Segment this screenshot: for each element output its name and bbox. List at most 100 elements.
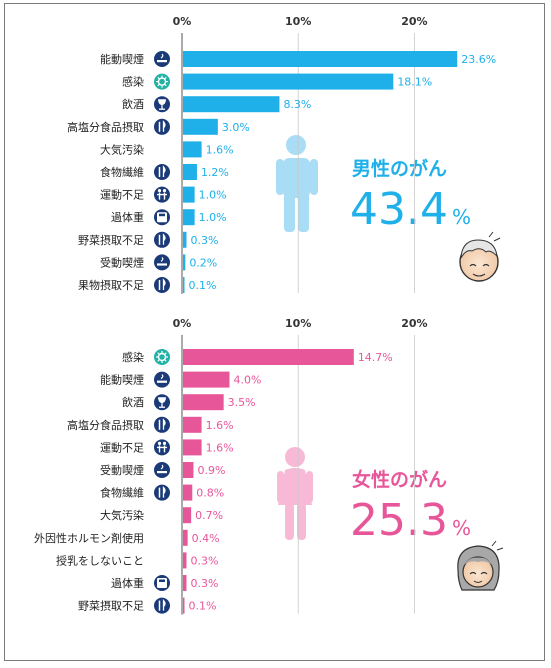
female-figure-icon	[277, 447, 313, 540]
bar	[183, 118, 218, 135]
category-label: 飲酒	[122, 395, 144, 409]
bar	[183, 186, 195, 203]
person-bodies	[157, 445, 167, 453]
knife-shape	[162, 599, 166, 611]
chart-frame	[4, 3, 545, 661]
cigarette-shape	[157, 60, 167, 63]
bar	[183, 73, 394, 90]
cigarette-shape	[157, 263, 167, 266]
smoking-icon	[154, 371, 170, 388]
fork-knife-icon-bg	[154, 277, 170, 293]
smoke-shape	[160, 374, 164, 380]
scale-icon	[154, 209, 170, 226]
value-label: 0.3%	[190, 554, 218, 567]
male-total-value: 43.4	[350, 184, 448, 235]
smoking-icon	[154, 462, 170, 478]
value-label: 8.3%	[283, 98, 311, 111]
value-label: 18.1%	[397, 76, 432, 89]
category-label: 受動喫煙	[100, 255, 144, 269]
person-head	[162, 441, 167, 445]
female-total-unit: %	[452, 516, 471, 540]
category-label: 野菜摂取不足	[78, 233, 144, 247]
virus-icon	[154, 349, 170, 365]
fork-knife-icon-bg	[154, 164, 170, 180]
drink-icon	[154, 96, 170, 113]
fork-knife-icon	[154, 277, 170, 293]
female-title: 女性のがん	[352, 468, 447, 491]
category-label: 能動喫煙	[100, 52, 144, 66]
virus-spike	[164, 76, 167, 80]
value-label: 1.2%	[201, 166, 229, 179]
person-head	[162, 189, 167, 193]
value-label: 0.7%	[195, 509, 223, 522]
glass-bowl	[158, 99, 166, 106]
x-tick-label: 10%	[285, 15, 311, 28]
female-total: 25.3%	[350, 495, 471, 546]
x-tick-label: 10%	[285, 317, 311, 330]
category-label: 受動喫煙	[100, 463, 144, 477]
running-icon	[154, 439, 170, 456]
x-tick-label: 20%	[401, 317, 427, 330]
bar	[183, 575, 187, 591]
category-label: 感染	[122, 75, 144, 89]
value-label: 1.6%	[206, 419, 234, 432]
knife-shape	[162, 278, 166, 290]
category-label: 野菜摂取不足	[78, 599, 144, 613]
bar	[183, 552, 187, 569]
value-label: 4.0%	[233, 374, 261, 387]
category-label: 感染	[122, 350, 144, 364]
smoke-shape	[160, 53, 164, 59]
value-label: 3.0%	[222, 121, 250, 134]
category-label: 高塩分食品摂取	[67, 120, 144, 134]
fork-knife-icon-bg	[154, 231, 170, 248]
bar	[183, 439, 202, 456]
smoke-shape	[160, 256, 164, 262]
scale-icon	[154, 575, 170, 591]
running-icon	[154, 186, 170, 203]
category-label: 果物摂取不足	[78, 278, 144, 292]
fork-knife-icon-bg	[154, 484, 170, 501]
value-label: 0.4%	[192, 532, 220, 545]
bar	[183, 416, 202, 433]
knife-shape	[162, 120, 166, 132]
bar	[183, 484, 193, 501]
knife-shape	[162, 486, 166, 498]
smoking-icon-bg	[154, 254, 170, 271]
elderly-man-illustration	[459, 231, 501, 282]
smoking-icon	[154, 254, 170, 271]
bar	[183, 141, 202, 158]
bar	[183, 462, 194, 478]
virus-spike	[157, 83, 160, 87]
category-label: 大気汚染	[100, 508, 144, 522]
category-label: 授乳をしないこと	[56, 553, 144, 567]
fork-knife-icon	[154, 484, 170, 501]
category-label: 運動不足	[100, 440, 144, 454]
value-label: 1.6%	[206, 143, 234, 156]
value-label: 1.6%	[206, 441, 234, 454]
virus-spike	[157, 76, 160, 80]
knife-shape	[162, 233, 166, 245]
smoking-icon	[154, 51, 170, 67]
male-title: 男性のがん	[352, 157, 447, 180]
bar	[183, 209, 195, 226]
charts-layer: 0% 10% 20% 能動喫煙 23.6% 感染 18.1% 飲酒 8.3% 高塩分食品摂取 3.0…	[34, 15, 496, 615]
fork-knife-icon	[154, 597, 170, 614]
virus-spike	[157, 352, 160, 355]
category-label: 高塩分食品摂取	[67, 418, 144, 432]
category-label: 過体重	[111, 576, 144, 590]
smoke-shape	[160, 464, 164, 470]
smoking-icon-bg	[154, 371, 170, 388]
fork-knife-icon	[154, 164, 170, 180]
bar	[183, 597, 185, 614]
bar	[183, 529, 188, 546]
virus-spike	[164, 352, 167, 355]
fork-knife-icon-bg	[154, 416, 170, 433]
virus-spike	[164, 359, 167, 362]
value-label: 0.1%	[189, 600, 217, 613]
bar	[183, 349, 354, 365]
scale-display	[159, 213, 165, 217]
x-tick-label: 0%	[173, 317, 192, 330]
person-head	[157, 441, 162, 445]
knife-shape	[162, 418, 166, 430]
